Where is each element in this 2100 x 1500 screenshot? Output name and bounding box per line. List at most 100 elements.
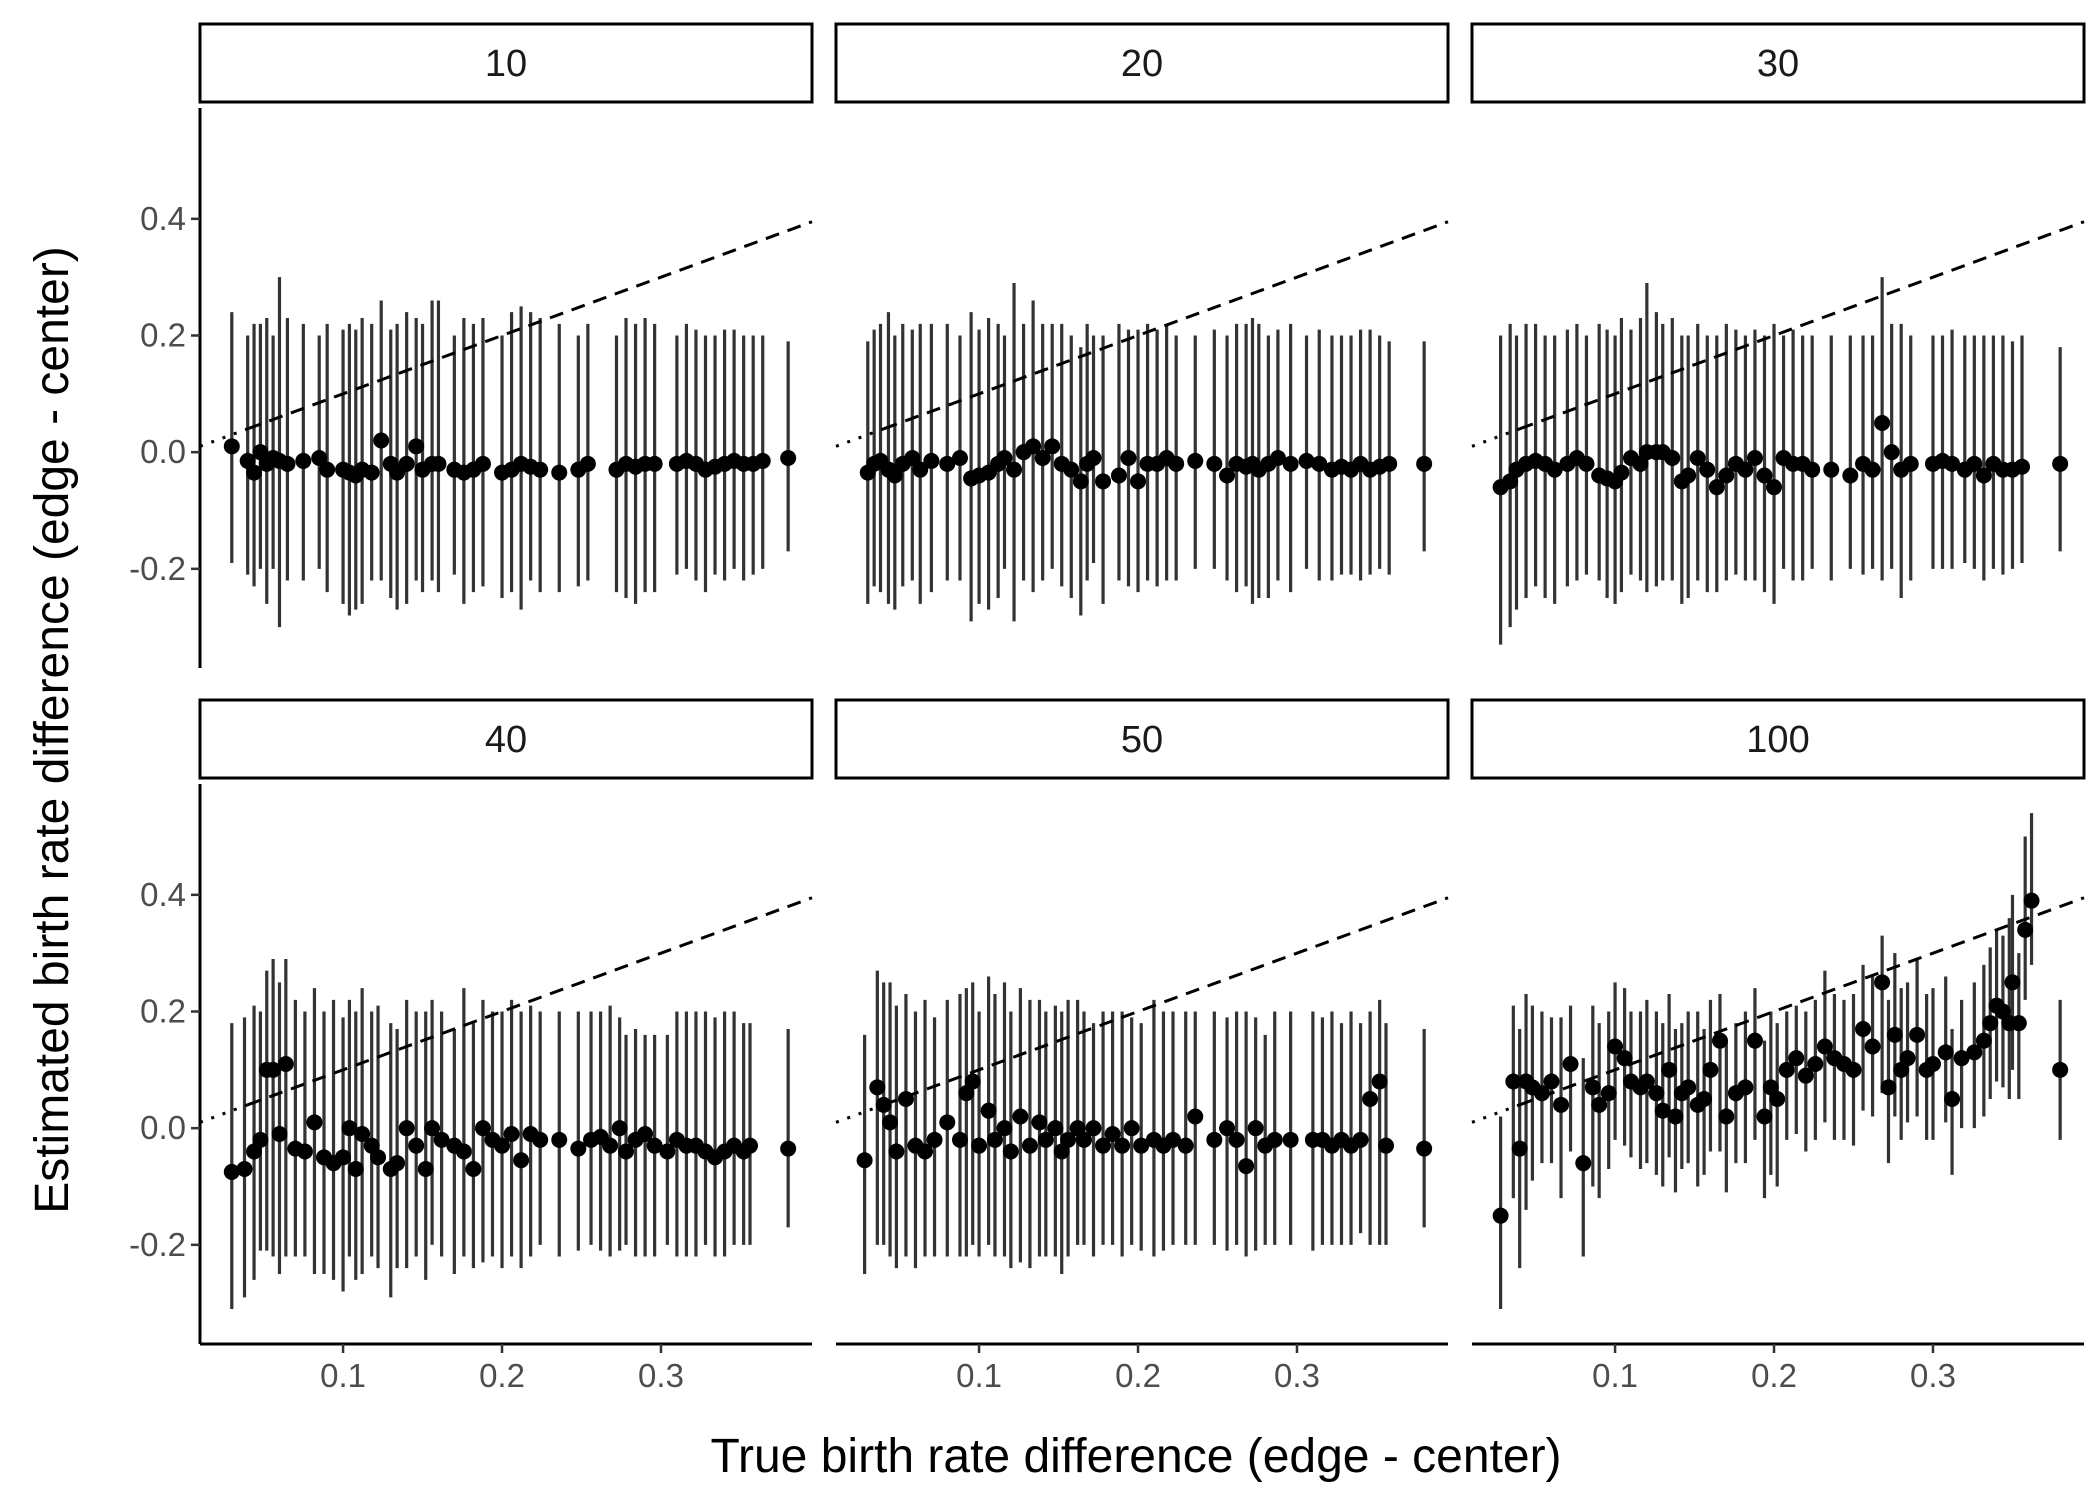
data-point xyxy=(1021,1137,1038,1154)
data-point xyxy=(659,1143,676,1160)
data-point xyxy=(271,1126,288,1142)
y-tick-label: 0.4 xyxy=(140,876,186,913)
data-point xyxy=(1944,455,1961,472)
data-point xyxy=(923,452,940,469)
data-point xyxy=(1883,444,1900,461)
data-point xyxy=(1680,1079,1697,1096)
data-point xyxy=(295,452,312,469)
data-point xyxy=(579,455,596,472)
data-point xyxy=(1063,461,1080,478)
data-point xyxy=(897,1091,914,1107)
data-point xyxy=(246,464,263,481)
y-tick-label: 0.0 xyxy=(140,433,186,470)
data-point xyxy=(532,1131,549,1148)
data-point xyxy=(1553,1096,1570,1113)
x-tick-label: 0.3 xyxy=(1910,1357,1956,1394)
data-point xyxy=(296,1143,313,1160)
y-tick-label: 0.2 xyxy=(140,317,186,354)
data-point xyxy=(1130,473,1147,490)
data-point xyxy=(611,1120,628,1137)
strip-label: 20 xyxy=(1121,43,1163,85)
data-point xyxy=(223,438,240,455)
data-point xyxy=(370,1149,387,1166)
data-point xyxy=(398,1120,415,1137)
data-point xyxy=(335,1149,352,1166)
data-point xyxy=(1085,450,1102,466)
data-point xyxy=(1075,1131,1092,1148)
strip-box xyxy=(1470,22,2086,104)
data-point xyxy=(886,467,903,484)
data-point xyxy=(1874,415,1891,431)
data-point xyxy=(1797,1067,1814,1084)
data-point xyxy=(408,438,425,455)
y-axis-title: Estimated birth rate difference (edge - … xyxy=(26,246,79,1214)
data-point xyxy=(1371,1073,1388,1090)
data-point xyxy=(1718,1108,1735,1125)
data-point xyxy=(1638,1073,1655,1090)
data-point xyxy=(1298,452,1315,469)
data-point xyxy=(1664,450,1681,466)
strip-label: 40 xyxy=(485,719,527,761)
data-point xyxy=(1168,455,1185,472)
data-point xyxy=(1575,1155,1592,1172)
data-point xyxy=(1718,467,1735,484)
data-point xyxy=(1219,467,1236,484)
data-point xyxy=(646,455,663,472)
data-point xyxy=(1778,1061,1795,1078)
data-point xyxy=(1282,455,1299,472)
data-point xyxy=(742,1137,759,1154)
data-point xyxy=(1708,479,1725,496)
data-point xyxy=(417,1161,434,1177)
data-point xyxy=(363,1137,380,1154)
data-point xyxy=(1238,1158,1255,1175)
data-point xyxy=(1378,1137,1395,1154)
reference-line-dashed xyxy=(883,220,1449,431)
data-point xyxy=(1546,461,1563,478)
data-point xyxy=(926,1131,943,1148)
data-point xyxy=(1562,1056,1579,1072)
data-point xyxy=(637,1126,654,1142)
y-tick-label: 0.0 xyxy=(140,1109,186,1146)
data-point xyxy=(1823,461,1840,478)
reference-line-dotted xyxy=(1471,1103,1521,1124)
data-point xyxy=(2017,921,2034,938)
strip-box xyxy=(198,698,814,780)
data-point xyxy=(341,1120,358,1137)
reference-line-dashed xyxy=(247,896,813,1107)
data-point xyxy=(1909,1026,1926,1043)
data-point xyxy=(618,1143,635,1160)
data-point xyxy=(980,1102,997,1119)
reference-line-dashed xyxy=(247,220,813,431)
data-point xyxy=(1880,1079,1897,1096)
data-point xyxy=(856,1152,873,1169)
strip-box xyxy=(1470,698,2086,780)
panel-100: 100 0.1 0.2 0.3 xyxy=(1470,698,2086,1394)
data-point xyxy=(1352,1131,1369,1148)
data-point xyxy=(2004,974,2021,991)
data-point xyxy=(869,1079,886,1096)
data-point xyxy=(474,455,491,472)
reference-line-dotted xyxy=(835,427,885,448)
data-point xyxy=(1953,1050,1970,1067)
data-point xyxy=(754,452,771,469)
data-point xyxy=(1886,1026,1903,1043)
data-point xyxy=(904,450,921,466)
data-point xyxy=(1944,1091,1961,1107)
y-tick-label: 0.2 xyxy=(140,993,186,1030)
data-point xyxy=(1492,1207,1509,1224)
data-point xyxy=(430,455,447,472)
data-point xyxy=(1025,438,1042,455)
data-point xyxy=(996,1120,1013,1137)
data-point xyxy=(532,461,549,478)
data-point xyxy=(398,455,415,472)
data-point xyxy=(1416,455,1433,472)
data-point xyxy=(1053,1143,1070,1160)
data-point xyxy=(1613,464,1630,481)
data-point xyxy=(1756,467,1773,484)
panel-30: 30 xyxy=(1470,22,2086,645)
data-point xyxy=(1842,467,1859,484)
data-point xyxy=(1711,1032,1728,1049)
data-point xyxy=(1816,1038,1833,1055)
data-point xyxy=(1228,1131,1245,1148)
